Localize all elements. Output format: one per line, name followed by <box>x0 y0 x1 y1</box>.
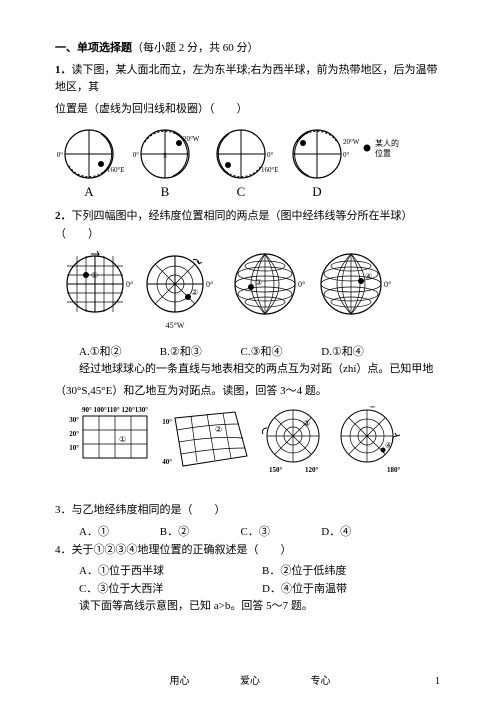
q3-num: 3． <box>55 504 72 516</box>
svg-text:位置: 位置 <box>375 148 391 158</box>
footer-c: 专心 <box>311 676 331 687</box>
q2-text: 下列四幅图中，经纬度位置相同的两点是（图中经纬线等分所在半球）（ ） <box>55 210 413 240</box>
question-2: 2．下列四幅图中，经纬度位置相同的两点是（图中经纬线等分所在半球）（ ） <box>55 208 445 243</box>
q1-text-a: 读下图，某人面北而立，左为东半球;右为西半球，前为热带地区，后为温带地区，其 <box>55 64 438 94</box>
q2-diagram: ① 0° ② 0° 45°W <box>55 250 445 338</box>
svg-text:④: ④ <box>365 272 372 281</box>
svg-text:120°: 120° <box>305 466 319 474</box>
section-note: （每小题 2 分，共 60 分） <box>132 42 259 54</box>
svg-text:⑤: ⑤ <box>369 406 376 410</box>
svg-text:②: ② <box>215 425 222 434</box>
q2-num: 2． <box>55 210 72 222</box>
svg-text:③: ③ <box>303 419 310 428</box>
svg-text:0°: 0° <box>298 280 305 289</box>
svg-text:0°: 0° <box>126 280 133 289</box>
svg-text:45°W: 45°W <box>166 321 185 330</box>
q3-options: A．① B．② C．③ D．④ <box>79 524 445 542</box>
q2-optB: B.②和③ <box>160 344 238 362</box>
q2-optD: D.①和④ <box>321 344 399 362</box>
intro34-line2: （30°S,45°E）和乙地互为对跖点。读图，回答 3～4 题。 <box>55 383 445 401</box>
svg-text:S: S <box>163 152 167 160</box>
svg-text:160°E: 160°E <box>107 166 125 174</box>
svg-text:C: C <box>237 184 246 199</box>
q3-C: C．③ <box>241 524 319 542</box>
svg-text:10°: 10° <box>162 418 172 426</box>
q4-num: 4． <box>55 544 72 556</box>
svg-text:0°: 0° <box>133 151 140 159</box>
footer: 用心 爱心 专心 1 <box>0 674 500 690</box>
q4-text: 关于①②③④地理位置的正确叙述是（ ） <box>72 544 292 556</box>
q1-diagram: 0° 160°E S 20°W 0° <box>55 124 445 202</box>
svg-text:160°E: 160°E <box>261 166 279 174</box>
svg-text:0°: 0° <box>206 280 213 289</box>
svg-text:10°: 10° <box>69 444 79 452</box>
svg-text:②: ② <box>191 288 198 297</box>
q4-C: C．③位于大西洋 <box>79 581 262 599</box>
q2-optA: A.①和② <box>79 344 157 362</box>
svg-text:0°: 0° <box>384 280 391 289</box>
svg-text:④: ④ <box>385 441 392 450</box>
q4-tail: 读下面等高线示意图，已知 a>b。回答 5～7 题。 <box>79 598 445 616</box>
question-4: 4．关于①②③④地理位置的正确叙述是（ ） <box>55 542 445 560</box>
svg-text:①: ① <box>91 271 98 280</box>
svg-text:A: A <box>84 184 94 199</box>
svg-text:20°W: 20°W <box>343 138 360 146</box>
svg-text:D: D <box>312 184 321 199</box>
svg-text:20°W: 20°W <box>183 135 200 143</box>
section-header: 一、单项选择题（每小题 2 分，共 60 分） <box>55 40 445 58</box>
svg-text:40°: 40° <box>162 458 172 466</box>
q1-num: 1． <box>55 64 72 76</box>
svg-text:①: ① <box>119 435 126 444</box>
svg-text:20°: 20° <box>69 430 79 438</box>
q34-svg: 90° 100°110° 120°130° 30° 20° 10° ① <box>55 406 435 482</box>
q2-optC: C.③和④ <box>241 344 319 362</box>
svg-text:③: ③ <box>255 278 262 287</box>
intro34-line1: 经过地球球心的一条直线与地表相交的两点互为对跖（zhí）点。已知甲地 <box>55 361 445 379</box>
q3-B: B．② <box>160 524 238 542</box>
footer-a: 用心 <box>170 676 190 687</box>
page: 一、单项选择题（每小题 2 分，共 60 分） 1．读下图，某人面北而立，左为东… <box>0 0 500 706</box>
svg-text:0°: 0° <box>57 151 64 159</box>
question-1: 1．读下图，某人面北而立，左为东半球;右为西半球，前为热带地区，后为温带地区，其 <box>55 62 445 97</box>
footer-b: 爱心 <box>240 676 260 687</box>
q2-options: A.①和② B.②和③ C.③和④ D.①和④ <box>79 344 445 362</box>
q34-diagram: 90° 100°110° 120°130° 30° 20° 10° ① <box>55 406 445 482</box>
q4-B: B．②位于低纬度 <box>262 563 445 581</box>
q4-options: A．①位于西半球 B．②位于低纬度 C．③位于大西洋 D．④位于南温带 <box>79 563 445 598</box>
footer-page: 1 <box>435 674 440 690</box>
q4-A: A．①位于西半球 <box>79 563 262 581</box>
q3-text: 与乙地经纬度相同的是（ ） <box>72 504 226 516</box>
svg-text:0°: 0° <box>267 151 274 159</box>
q1-svg: 0° 160°E S 20°W 0° <box>55 124 425 202</box>
q3-D: D．④ <box>321 524 399 542</box>
svg-text:180°: 180° <box>387 466 401 474</box>
q1-text-b: 位置是（虚线为回归线和极圈）（ ） <box>55 103 248 115</box>
svg-text:90° 100°110° 120°130°: 90° 100°110° 120°130° <box>82 406 148 414</box>
q1-text-b-row: 位置是（虚线为回归线和极圈）（ ） <box>55 101 445 119</box>
section-title: 一、单项选择题 <box>55 42 132 54</box>
svg-text:30°: 30° <box>69 416 79 424</box>
svg-text:某人的: 某人的 <box>375 138 399 148</box>
svg-text:150°: 150° <box>269 466 283 474</box>
spacer <box>55 488 445 502</box>
q2-svg: ① 0° ② 0° 45°W <box>55 250 425 338</box>
svg-text:B: B <box>161 184 170 199</box>
svg-text:0°: 0° <box>343 151 350 159</box>
q3-A: A．① <box>79 524 157 542</box>
q4-D: D．④位于南温带 <box>262 581 445 599</box>
question-3: 3．与乙地经纬度相同的是（ ） <box>55 502 445 520</box>
